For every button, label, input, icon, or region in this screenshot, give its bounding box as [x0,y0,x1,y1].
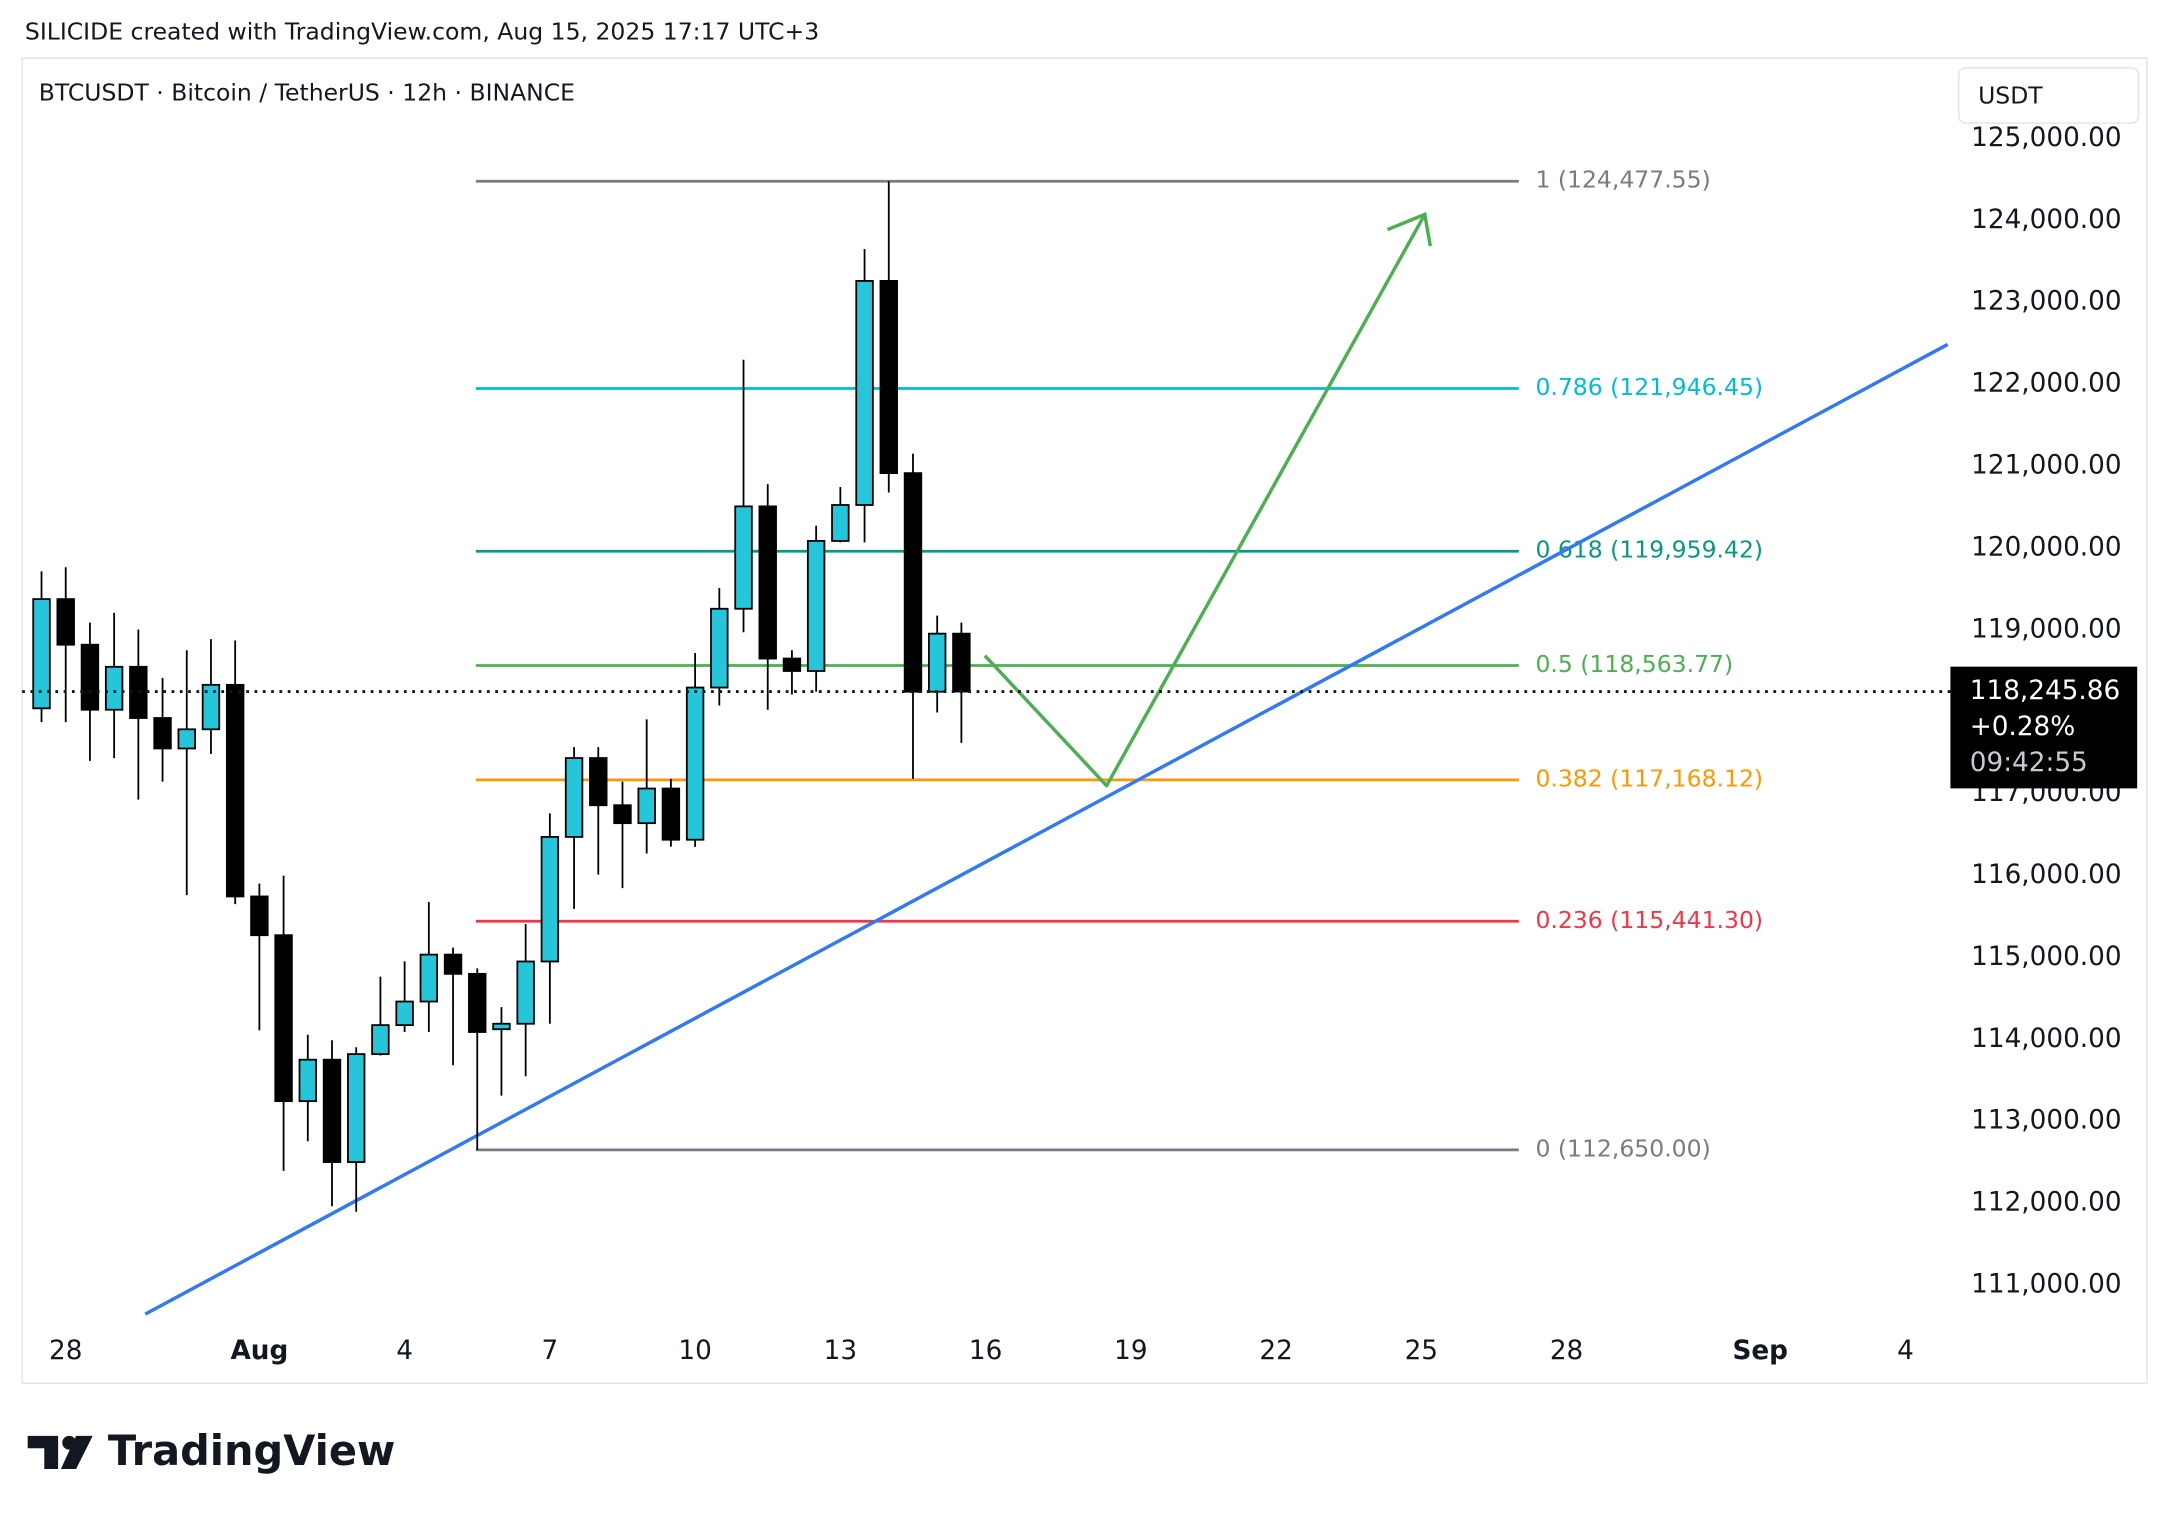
candle-body [225,683,245,898]
symbol-title: BTCUSDT · Bitcoin / TetherUS · 12h · BIN… [39,79,575,107]
y-tick-label: 121,000.00 [1971,451,2121,481]
fib-label: 1 (124,477.55) [1535,166,1710,194]
currency-button[interactable] [1958,67,2140,124]
fib-label: 0.618 (119,959.42) [1535,536,1763,564]
fib-label: 0 (112,650.00) [1535,1134,1710,1162]
candle-body [734,505,753,610]
fib-label: 0.5 (118,563.77) [1535,650,1733,678]
candle-body [443,953,463,975]
candle-body [831,504,850,542]
x-tick-label: 28 [49,1336,82,1366]
candle-body [540,836,560,963]
x-tick-label: 4 [396,1336,413,1366]
y-tick-label: 123,000.00 [1971,287,2121,317]
candle-body [371,1024,390,1056]
trend-line [144,342,1949,1316]
candle-body [492,1022,511,1031]
candle-body [419,953,439,1003]
price-change: +0.28% [1970,712,2075,742]
candle-body [564,757,584,838]
candle-body [613,804,632,825]
y-tick-label: 113,000.00 [1971,1106,2121,1136]
candle-body [80,643,100,711]
candle-body [56,598,75,646]
candle-body [806,540,826,672]
plot-area: 1 (124,477.55) 0.786 (121,946.45) 0.618 (1… [32,166,1949,1316]
candle-body [32,598,51,710]
x-tick-label: Aug [230,1336,288,1366]
candle-body [347,1053,366,1163]
bar-countdown: 09:42:55 [1970,748,2088,778]
y-tick-label: 119,000.00 [1971,614,2121,644]
fib-label: 0.382 (117,168.12) [1535,764,1763,792]
currency-label[interactable]: USDT [1978,81,2043,109]
candle-body [589,757,608,807]
last-price-box [1950,666,2138,789]
candle-body [153,717,172,750]
x-tick-label: 22 [1259,1336,1292,1366]
y-tick-label: 112,000.00 [1971,1188,2121,1218]
chart-frame [21,57,2148,1384]
x-tick-label: 28 [1550,1336,1583,1366]
last-price: 118,245.86 [1970,676,2120,706]
candle-body [177,728,196,750]
arrow-head [1386,211,1433,247]
candle-body [516,960,535,1025]
y-tick-label: 111,000.00 [1971,1269,2121,1299]
candle-body [298,1058,317,1103]
x-tick-label: Sep [1732,1336,1788,1366]
candle-body [250,895,269,937]
logo-mark [60,1435,93,1470]
candle-body [782,657,802,672]
candle-body [274,934,293,1103]
brand: TradingView [108,1426,395,1475]
candle-body [104,665,124,711]
y-tick-label: 124,000.00 [1971,205,2121,235]
fib-label: 0.236 (115,441.30) [1535,906,1763,934]
candle-body [685,686,705,841]
x-tick-label: 16 [969,1336,1002,1366]
candle-body [395,1000,414,1027]
candle-body [855,280,874,506]
candle-body [879,280,898,475]
x-tick-label: 4 [1897,1336,1914,1366]
y-tick-label: 116,000.00 [1971,860,2121,890]
x-tick-label: 25 [1405,1336,1438,1366]
logo-mark [27,1435,59,1470]
fib-label: 0.786 (121,946.45) [1535,373,1763,401]
header: SILICIDE created with TradingView.com, A… [25,18,819,46]
x-tick-label: 19 [1114,1336,1147,1366]
y-tick-label: 115,000.00 [1971,942,2121,972]
candle-body [468,972,487,1033]
x-tick-label: 10 [678,1336,711,1366]
y-tick-label: 114,000.00 [1971,1024,2121,1054]
logo: TradingView [27,1426,395,1475]
candle-body [903,472,923,693]
candle-body [201,683,221,731]
candle-body [952,632,971,693]
candle-body [637,787,656,825]
candle-body [927,632,947,693]
candle-body [758,505,777,660]
y-tick-label: 120,000.00 [1971,532,2121,562]
y-tick-label: 122,000.00 [1971,369,2121,399]
y-tick-label: 125,000.00 [1971,123,2121,153]
x-tick-label: 7 [542,1336,559,1366]
candle-body [710,607,729,689]
projection-arrow [983,213,1427,788]
x-tick-label: 13 [824,1336,857,1366]
candle-body [322,1058,342,1163]
candle-body [661,787,681,841]
